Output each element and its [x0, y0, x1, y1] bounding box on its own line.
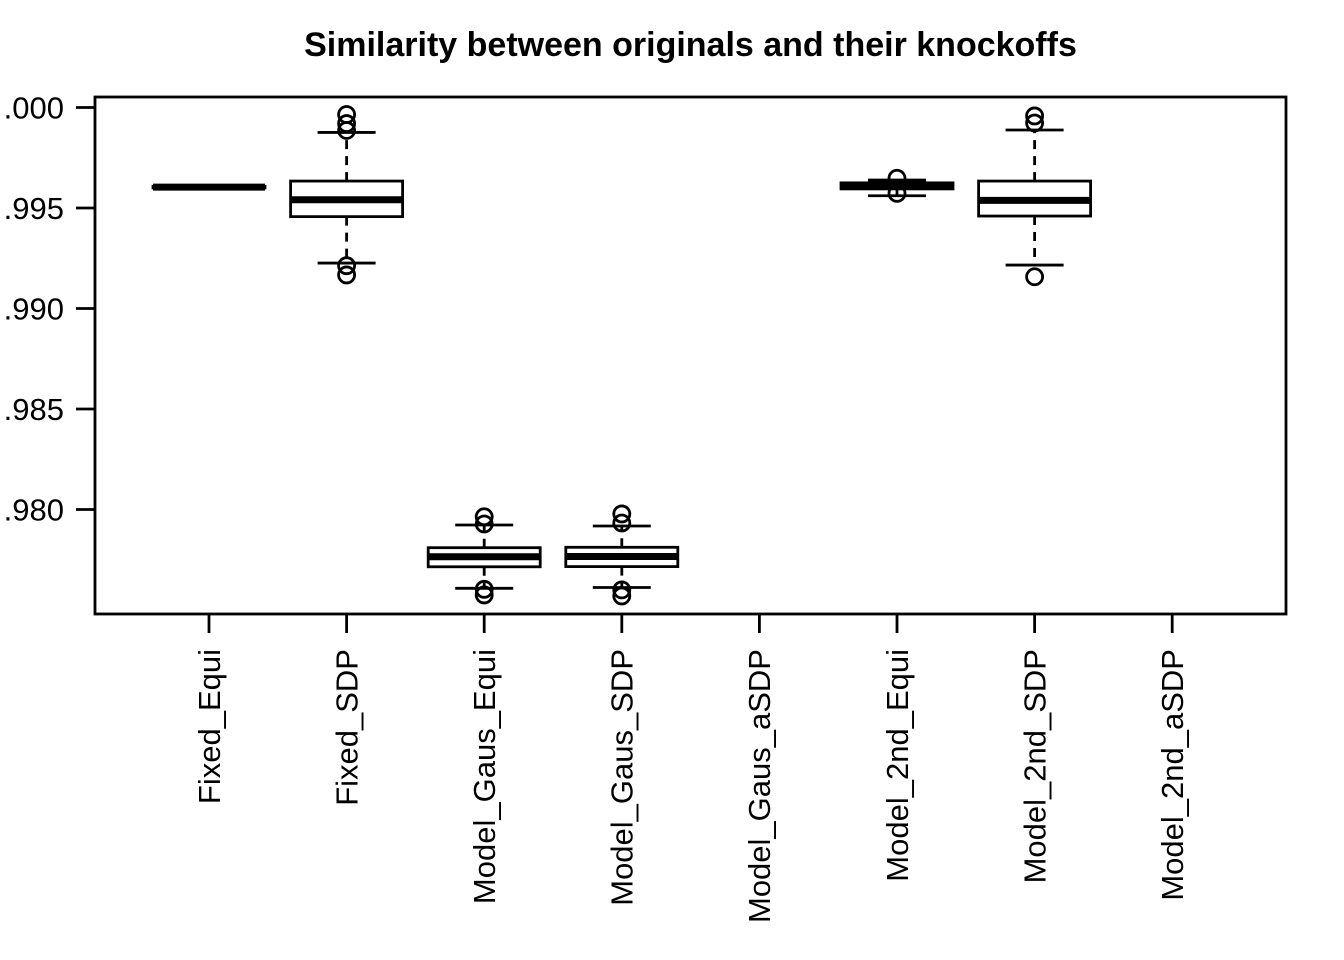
plot-border	[93, 95, 1288, 616]
x-tick-label-model-2nd-asdp: Model_2nd_aSDP	[1155, 649, 1190, 901]
outlier-model-2nd-sdp	[1025, 113, 1044, 133]
outlier-model-gaus-sdp	[612, 580, 632, 600]
outlier-model-2nd-equi	[887, 183, 907, 203]
outlier-fixed-sdp	[337, 121, 357, 140]
x-tick-label-fixed-sdp: Fixed_SDP	[329, 649, 364, 806]
outlier-fixed-sdp	[337, 114, 357, 133]
outlier-model-2nd-sdp	[1025, 267, 1044, 287]
outlier-model-gaus-sdp	[612, 513, 632, 533]
outlier-model-gaus-equi	[474, 585, 494, 605]
outlier-model-gaus-equi	[474, 507, 494, 527]
x-tick-label-model-2nd-sdp: Model_2nd_SDP	[1017, 649, 1052, 883]
x-tick-label-model-gaus-sdp: Model_Gaus_SDP	[605, 649, 640, 906]
x-tick-label-model-2nd-equi: Model_2nd_Equi	[880, 649, 915, 882]
y-tick-label: .000	[4, 90, 64, 125]
y-tick-label: .990	[4, 291, 64, 326]
x-tick-label-fixed-equi: Fixed_Equi	[192, 649, 227, 804]
x-tick-label-model-gaus-asdp: Model_Gaus_aSDP	[742, 649, 777, 923]
outlier-fixed-sdp	[337, 256, 357, 276]
outlier-model-gaus-sdp	[612, 586, 632, 606]
x-tick-label-model-gaus-equi: Model_Gaus_Equi	[467, 649, 502, 904]
y-tick-label: .980	[4, 492, 64, 527]
outlier-fixed-sdp	[337, 265, 357, 285]
outlier-model-gaus-sdp	[612, 504, 632, 524]
outlier-model-gaus-equi	[474, 514, 494, 534]
y-tick-label: .995	[4, 191, 64, 226]
y-tick-label: .985	[4, 392, 64, 427]
outlier-model-gaus-equi	[474, 579, 494, 599]
chart-title: Similarity between originals and their k…	[304, 26, 1077, 64]
outlier-model-2nd-sdp	[1025, 106, 1044, 126]
